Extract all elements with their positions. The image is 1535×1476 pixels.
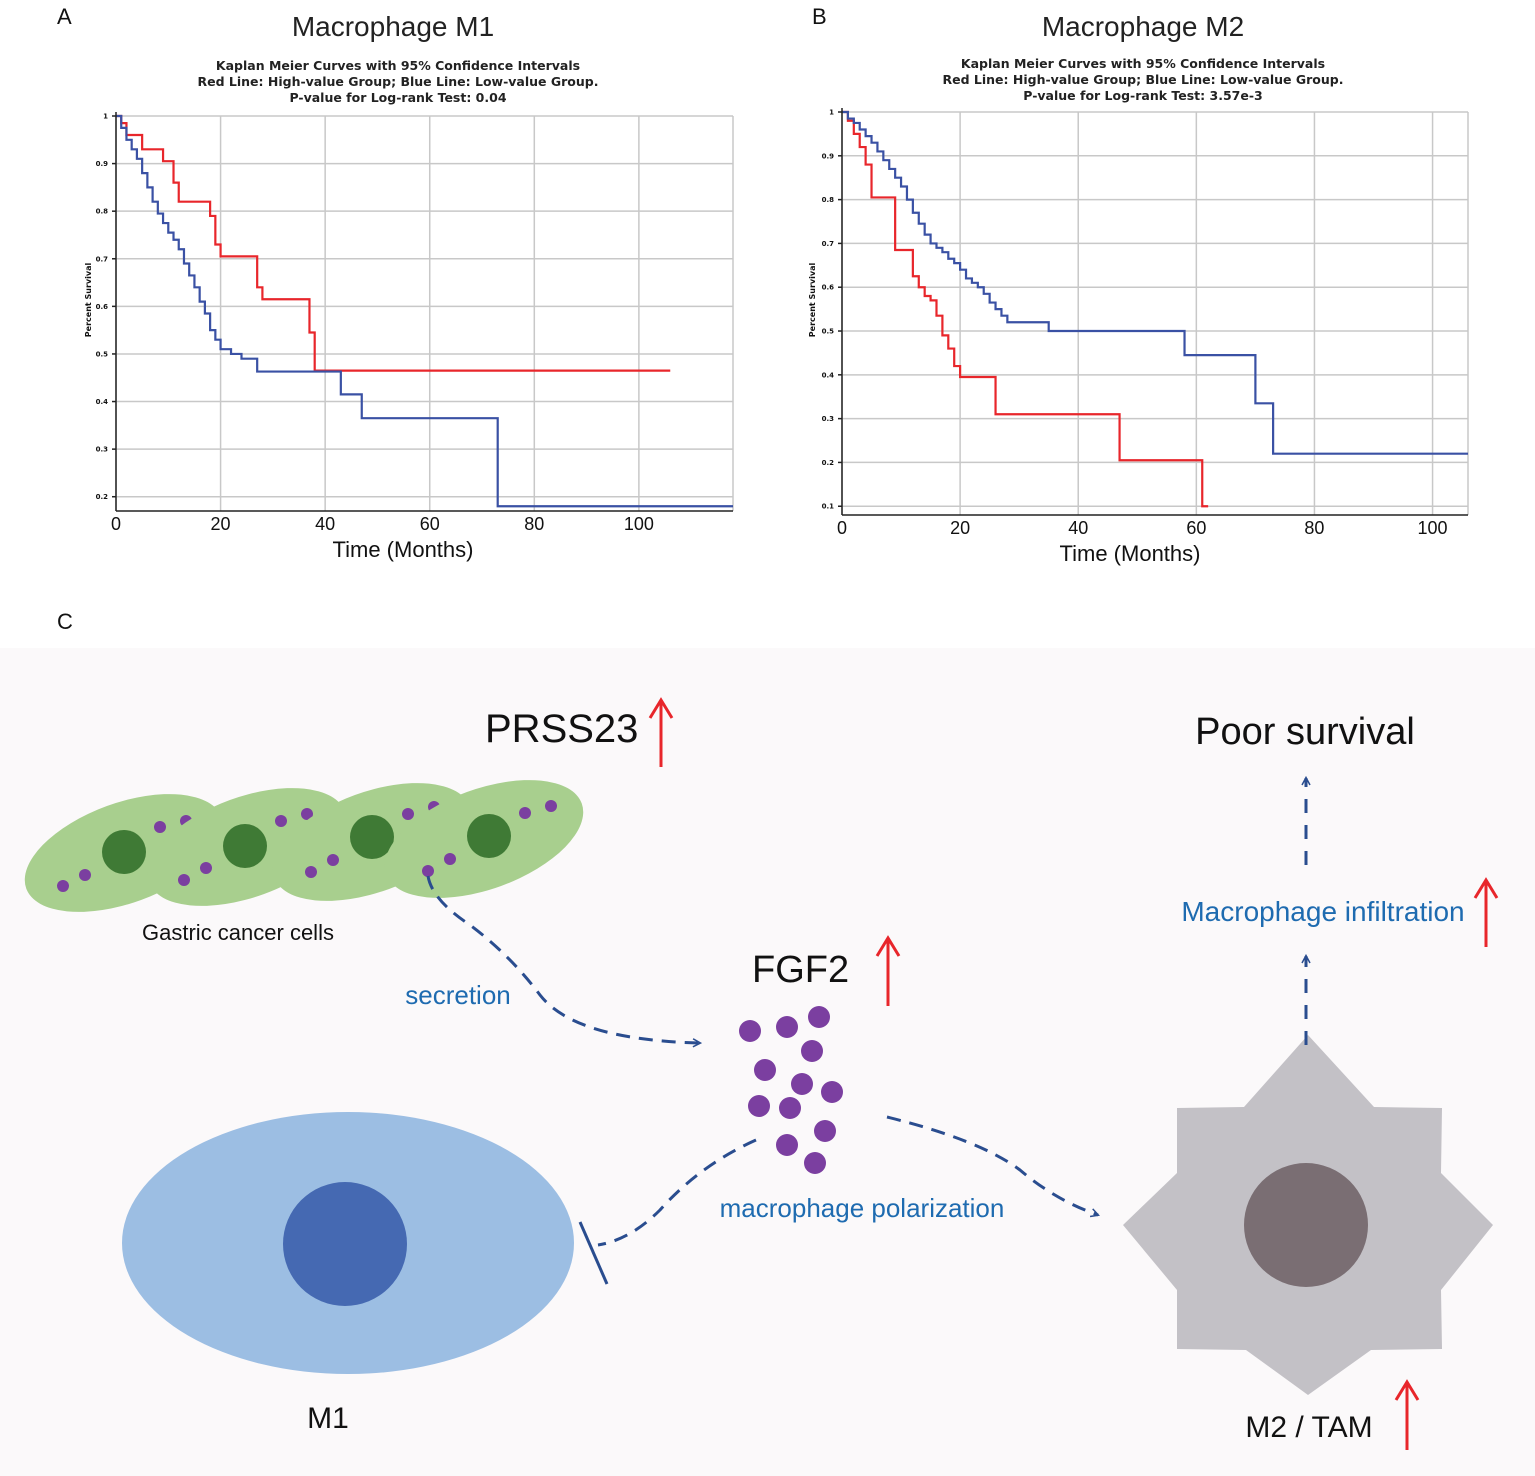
x-tick-label: 0: [111, 514, 121, 534]
x-tick-label: 80: [1304, 518, 1324, 538]
poor-survival-label: Poor survival: [1195, 711, 1415, 753]
gastric-cancer-cell-4: [384, 780, 584, 898]
y-axis-label: Percent Survival: [84, 263, 93, 338]
fgf2-label: FGF2: [752, 949, 849, 991]
y-tick-label: 0.9: [96, 160, 109, 168]
chart-subtitle-line-3: P-value for Log-rank Test: 0.04: [289, 90, 506, 105]
m1-label: M1: [307, 1402, 349, 1435]
fgf2-molecules: [739, 1006, 843, 1174]
chart-subtitle-line-2: Red Line: High-value Group; Blue Line: L…: [198, 74, 599, 89]
ticks: 0 20 40 60 80 100 0.1 0.2 0.3 0.4 0.5 0.6 0.7 0.8 0.9 1: [822, 109, 1448, 539]
axes: [112, 112, 733, 512]
y-tick-label: 0.7: [96, 255, 109, 263]
up-arrow-icon: [875, 935, 901, 1006]
series: [116, 114, 733, 508]
x-tick-label: 0: [837, 518, 847, 538]
x-tick-label: 100: [1418, 518, 1448, 538]
y-tick-label: 0.5: [822, 328, 835, 336]
x-tick-label: 20: [211, 514, 231, 534]
up-arrow-icon: [648, 697, 674, 767]
x-tick-label: 80: [524, 514, 544, 534]
high-value-survival-line: [116, 114, 671, 372]
chart-subtitle-line-3: P-value for Log-rank Test: 3.57e-3: [1023, 88, 1262, 103]
ticks: 0 20 40 60 80 100 0.2 0.3 0.4 0.5 0.6 0.7 0.8 0.9 1: [96, 113, 654, 535]
x-tick-label: 40: [1068, 518, 1088, 538]
x-tick-label: 20: [950, 518, 970, 538]
y-tick-label: 1: [829, 109, 834, 117]
y-tick-label: 0.2: [96, 493, 109, 501]
prss23-label: PRSS23: [485, 707, 638, 751]
chart-subtitle-line-1: Kaplan Meier Curves with 95% Confidence …: [216, 58, 580, 73]
y-tick-label: 0.7: [822, 240, 835, 248]
y-axis-label: Percent Survival: [808, 263, 817, 338]
chart-subtitle-line-1: Kaplan Meier Curves with 95% Confidence …: [961, 56, 1325, 71]
chart-title: Macrophage M1: [292, 11, 494, 42]
y-tick-label: 0.4: [96, 398, 109, 406]
x-tick-label: 100: [624, 514, 654, 534]
y-tick-label: 0.8: [822, 196, 835, 204]
chart-subtitle-line-2: Red Line: High-value Group; Blue Line: L…: [943, 72, 1344, 87]
y-tick-label: 0.8: [96, 208, 109, 216]
y-tick-label: 0.4: [822, 371, 835, 379]
inhibition-arrow: [597, 1138, 757, 1247]
low-value-survival-line: [842, 110, 1468, 455]
macrophage-polarization-label: macrophage polarization: [720, 1193, 1005, 1223]
m2-macrophage-nucleus: [1244, 1163, 1368, 1287]
y-tick-label: 0.2: [822, 459, 835, 467]
up-arrow-icon: [1473, 877, 1499, 947]
mechanism-diagram: PRSS23 Gastric: [0, 648, 1535, 1476]
y-tick-label: 0.3: [822, 415, 835, 423]
y-tick-label: 0.9: [822, 152, 835, 160]
y-tick-label: 0.6: [822, 284, 835, 292]
inhibition-bar: [578, 1221, 609, 1285]
y-tick-label: 1: [103, 113, 108, 121]
gastric-cancer-cells-label: Gastric cancer cells: [142, 920, 334, 945]
high-value-survival-line: [842, 110, 1209, 508]
chart-title: Macrophage M2: [1042, 11, 1244, 42]
km-chart-m1: Macrophage M1 Kaplan Meier Curves with 9…: [84, 11, 734, 562]
macrophage-infiltration-label: Macrophage infiltration: [1181, 896, 1464, 927]
km-chart-m2: Macrophage M2 Kaplan Meier Curves with 9…: [808, 11, 1469, 566]
series: [842, 110, 1468, 508]
x-axis-label: Time (Months): [333, 537, 474, 562]
secretion-arrow: [426, 875, 700, 1043]
low-value-survival-line: [116, 114, 733, 508]
x-tick-label: 60: [1186, 518, 1206, 538]
m2-tam-label: M2 / TAM: [1245, 1411, 1372, 1444]
y-tick-label: 0.1: [822, 503, 835, 511]
m1-macrophage-nucleus: [283, 1182, 407, 1306]
panel-label-b: B: [812, 4, 827, 29]
up-arrow-icon: [1394, 1379, 1420, 1450]
x-tick-label: 40: [315, 514, 335, 534]
y-tick-label: 0.6: [96, 303, 109, 311]
y-tick-label: 0.5: [96, 350, 109, 358]
panel-label-a: A: [57, 4, 72, 29]
x-axis-label: Time (Months): [1060, 541, 1201, 566]
x-tick-label: 60: [420, 514, 440, 534]
axes: [838, 108, 1468, 516]
polarization-arrow: [886, 1115, 1098, 1215]
grid: [841, 111, 1469, 515]
y-tick-label: 0.3: [96, 446, 109, 454]
secretion-label: secretion: [405, 980, 511, 1010]
grid: [115, 115, 734, 511]
panel-label-c: C: [57, 609, 73, 634]
